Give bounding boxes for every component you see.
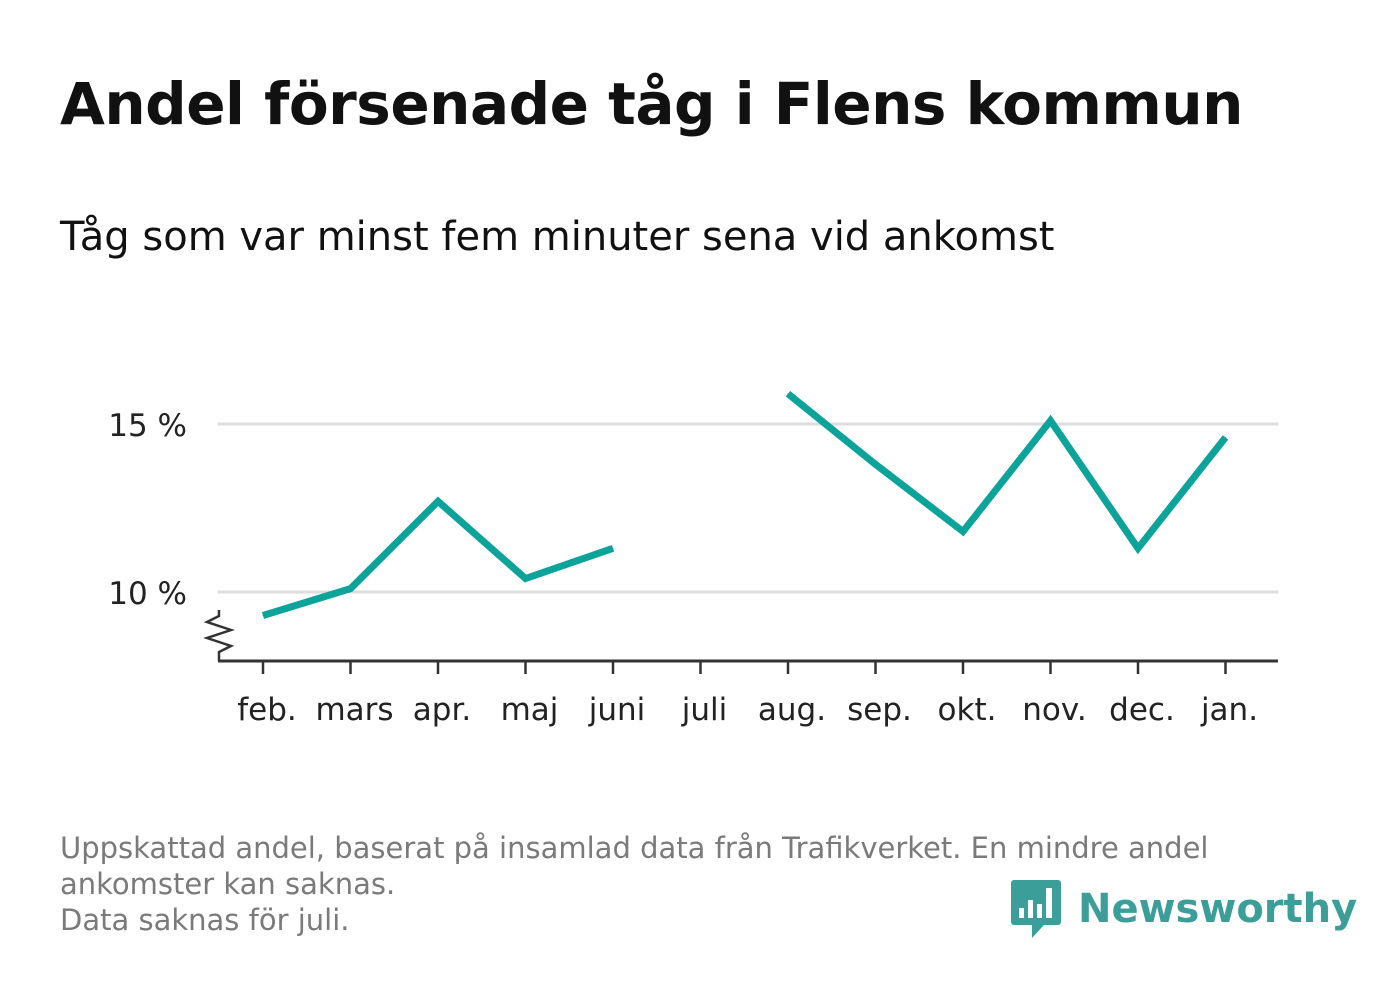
newsworthy-logo: Newsworthy (1010, 878, 1357, 940)
x-tick-label-0: feb. (237, 692, 297, 728)
chart-subtitle: Tåg som var minst fem minuter sena vid a… (60, 214, 1055, 260)
data-point-4 (612, 547, 614, 549)
x-tick-label-4: juni (588, 692, 646, 728)
data-point-2 (437, 500, 439, 502)
data-point-8 (962, 531, 964, 533)
data-point-7 (875, 463, 876, 465)
footnote-line-1: Uppskattad andel, baserat på insamlad da… (60, 831, 1209, 865)
series-0-line-segment-1 (785, 391, 1229, 555)
bar-chart-speech-bubble-icon (1011, 880, 1061, 938)
series-0-line-segment-0 (261, 496, 615, 619)
axis-break-icon (203, 610, 235, 661)
y-tick-label-10: 10 % (108, 576, 187, 612)
footnote: Uppskattad andel, baserat på insamlad da… (60, 830, 1320, 938)
data-point-10 (1137, 547, 1139, 549)
brand-name: Newsworthy (1078, 886, 1358, 932)
chart-title: Andel försenade tåg i Flens kommun (60, 70, 1243, 138)
footnote-line-2: ankomster kan saknas. (60, 867, 396, 901)
x-tick-label-7: sep. (847, 692, 912, 728)
x-tick-label-9: nov. (1022, 692, 1086, 728)
data-point-0 (262, 615, 264, 617)
x-tick-label-1: mars (315, 692, 393, 728)
data-point-9 (1050, 420, 1051, 422)
x-tick-label-5: juli (681, 692, 728, 728)
x-tick-label-3: maj (501, 692, 559, 728)
x-tick-label-8: okt. (938, 692, 997, 728)
data-point-1 (350, 588, 351, 590)
data-point-3 (525, 578, 526, 580)
x-tick-label-2: apr. (413, 692, 471, 728)
footnote-line-3: Data saknas för juli. (60, 903, 350, 937)
x-tick-label-10: dec. (1109, 692, 1175, 728)
data-point-6 (787, 393, 789, 395)
data-point-11 (1225, 436, 1226, 438)
y-tick-label-15: 15 % (108, 408, 187, 444)
x-tick-label-6: aug. (758, 692, 826, 728)
x-tick-label-11: jan. (1200, 692, 1258, 728)
